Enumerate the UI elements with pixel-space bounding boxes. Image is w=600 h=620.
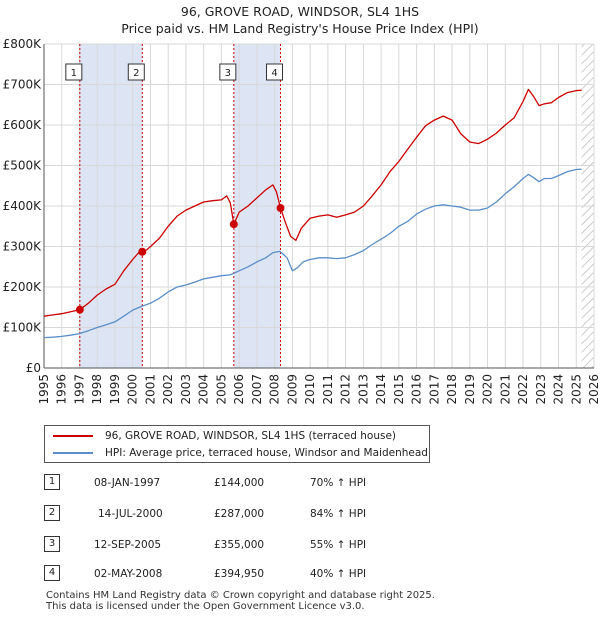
x-tick-label: 2002 [161, 374, 175, 405]
x-tick-label: 2003 [179, 374, 193, 405]
transaction-number: 2 [44, 505, 60, 521]
chart-title-line1: 96, GROVE ROAD, WINDSOR, SL4 1HS [180, 4, 420, 19]
x-tick-label: 2023 [534, 374, 548, 405]
sale-point [229, 220, 238, 229]
legend-property-swatch [53, 435, 93, 437]
transaction-row: 1 08-JAN-1997 £144,000 70% ↑ HPI [44, 472, 464, 494]
marker-label: 4 [271, 68, 277, 79]
x-tick-label: 2016 [410, 374, 424, 405]
x-tick-label: 1995 [37, 374, 51, 405]
marker-label: 1 [71, 68, 77, 79]
x-tick-label: 2006 [232, 374, 246, 405]
marker-box [219, 63, 237, 81]
transaction-date: 08-JAN-1997 [94, 477, 161, 489]
y-tick-label: £600K [3, 118, 43, 132]
x-tick-label: 2018 [445, 374, 459, 405]
y-tick-label: £700K [3, 78, 43, 92]
transaction-row: 3 12-SEP-2005 £355,000 55% ↑ HPI [44, 534, 464, 556]
transaction-number: 3 [44, 536, 60, 552]
y-tick-label: £100K [3, 321, 43, 335]
x-tick-label: 1999 [108, 374, 122, 405]
x-tick-label: 2001 [143, 374, 157, 405]
x-tick-label: 2019 [463, 374, 477, 405]
x-tick-label: 2024 [552, 374, 566, 405]
y-tick-label: £800K [3, 37, 43, 51]
x-tick-label: 2000 [126, 374, 140, 405]
x-tick-label: 2004 [197, 374, 211, 405]
x-tick-label: 2020 [481, 374, 495, 405]
y-tick-label: £200K [3, 280, 43, 294]
transaction-number: 1 [44, 474, 60, 490]
transaction-hpi-change: 84% ↑ HPI [310, 508, 367, 520]
x-tick-label: 2015 [392, 374, 406, 405]
legend-hpi-swatch [53, 452, 93, 454]
x-tick-label: 2026 [587, 374, 600, 405]
transaction-price: £394,950 [214, 568, 265, 580]
x-tick-label: 1997 [72, 374, 86, 405]
x-tick-label: 2017 [427, 374, 441, 405]
x-tick-label: 2009 [285, 374, 299, 405]
x-tick-label: 2008 [268, 374, 282, 405]
marker-label: 3 [225, 68, 231, 79]
y-tick-label: £400K [3, 199, 43, 213]
footer-attribution: Contains HM Land Registry data © Crown c… [46, 590, 435, 612]
transaction-price: £355,000 [214, 539, 265, 551]
sale-point [276, 204, 285, 213]
transaction-hpi-change: 70% ↑ HPI [310, 477, 367, 489]
chart-title-line2: Price paid vs. HM Land Registry's House … [121, 21, 479, 36]
transaction-hpi-change: 55% ↑ HPI [310, 539, 367, 551]
price-chart: £0 £100K £200K £300K £400K £500K £600K £700K £80… [3, 37, 600, 405]
x-tick-label: 2011 [321, 374, 335, 405]
footer-line-1: Contains HM Land Registry data © Crown c… [46, 590, 435, 601]
transaction-price: £144,000 [214, 477, 265, 489]
transaction-price: £287,000 [214, 508, 265, 520]
x-tick-label: 2012 [339, 374, 353, 405]
y-tick-label: £500K [3, 159, 43, 173]
footer-line-2: This data is licensed under the Open Gov… [46, 601, 365, 612]
sale-point [75, 305, 84, 314]
chart-legend: 96, GROVE ROAD, WINDSOR, SL4 1HS (terrac… [44, 425, 430, 463]
x-tick-label: 2014 [374, 374, 388, 405]
transaction-number: 4 [44, 565, 60, 581]
marker-box [127, 63, 145, 81]
y-tick-label: £0 [26, 361, 41, 375]
transaction-row: 4 02-MAY-2008 £394,950 40% ↑ HPI [44, 563, 464, 585]
x-tick-label: 2021 [498, 374, 512, 405]
transaction-hpi-change: 40% ↑ HPI [310, 568, 367, 580]
legend-hpi-label: HPI: Average price, terraced house, Wind… [105, 447, 428, 459]
x-tick-label: 2025 [569, 374, 583, 405]
x-tick-label: 1996 [55, 374, 69, 405]
x-tick-label: 2013 [356, 374, 370, 405]
marker-label: 2 [133, 68, 139, 79]
transaction-date: 02-MAY-2008 [94, 568, 163, 580]
transaction-date: 12-SEP-2005 [94, 539, 162, 551]
y-tick-label: £300K [3, 240, 43, 254]
hpi-line [43, 168, 582, 339]
x-tick-label: 2010 [303, 374, 317, 405]
x-tick-label: 2005 [214, 374, 228, 405]
transaction-row: 2 14-JUL-2000 £287,000 84% ↑ HPI [44, 503, 464, 525]
x-tick-label: 2022 [516, 374, 530, 405]
x-tick-label: 1998 [90, 374, 104, 405]
legend-property-label: 96, GROVE ROAD, WINDSOR, SL4 1HS (terrac… [105, 430, 397, 442]
x-tick-label: 2007 [250, 374, 264, 405]
transaction-date: 14-JUL-2000 [98, 508, 163, 520]
marker-box [266, 63, 283, 81]
marker-box [65, 63, 83, 81]
sale-point [138, 247, 147, 256]
